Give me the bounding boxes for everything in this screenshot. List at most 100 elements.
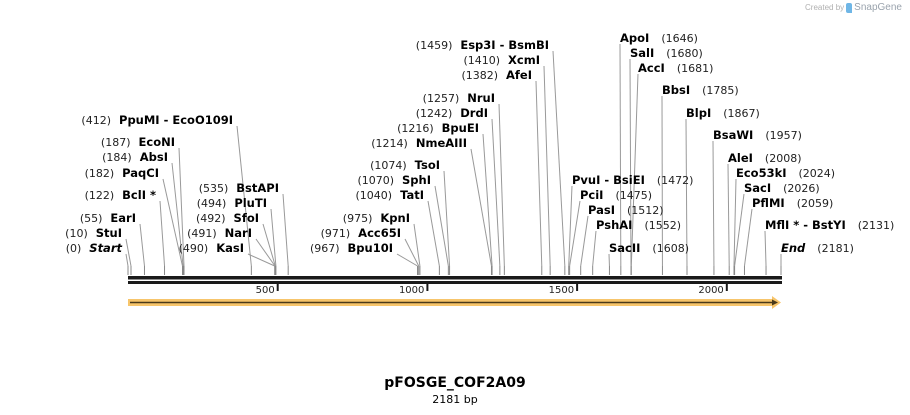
- site-sali[interactable]: SalI (1680): [630, 46, 703, 60]
- site-name: TsoI: [415, 158, 440, 172]
- site-position: (1070): [357, 174, 394, 187]
- site-name: AbsI: [140, 150, 168, 164]
- site-xcmi[interactable]: (1410) XcmI: [463, 53, 540, 67]
- site-bbsi[interactable]: BbsI (1785): [662, 83, 739, 97]
- site-name: BclI *: [122, 188, 156, 202]
- site-position: (1552): [644, 219, 681, 232]
- svg-text:(1074)TsoI: (1074) TsoI: [370, 158, 440, 172]
- site-position: (55): [80, 212, 103, 225]
- site-kpni[interactable]: (975) KpnI: [343, 211, 410, 225]
- site-pluti[interactable]: (494) PluTI: [197, 196, 267, 210]
- site-econi[interactable]: (187) EcoNI: [101, 135, 175, 149]
- svg-text:AccI(1681): AccI (1681): [638, 61, 713, 75]
- plasmid-name: pFOSGE_COF2A09: [384, 375, 526, 391]
- backbone: [128, 276, 782, 284]
- site-position: (1214): [371, 137, 408, 150]
- svg-text:(971)Acc65I: (971) Acc65I: [321, 226, 401, 240]
- site-absi[interactable]: (184) AbsI: [102, 150, 168, 164]
- svg-text:(1382)AfeI: (1382) AfeI: [461, 68, 532, 82]
- site-sphi[interactable]: (1070) SphI: [357, 173, 431, 187]
- site-name: TatI: [400, 188, 424, 202]
- site-name: SalI: [630, 46, 654, 60]
- site-stui[interactable]: (10) StuI: [65, 226, 122, 240]
- site-name: KasI: [216, 241, 244, 255]
- site-pshai[interactable]: PshAI (1552): [596, 218, 681, 232]
- site-pflmi[interactable]: PflMI (2059): [752, 196, 833, 210]
- site-name: PvuI - BsiEI: [572, 173, 645, 187]
- site-name: PflMI: [752, 196, 785, 210]
- site-saci[interactable]: SacI (2026): [744, 181, 820, 195]
- site-acc65i[interactable]: (971) Acc65I: [321, 226, 401, 240]
- site-position: (1475): [615, 189, 652, 202]
- site-position: (1785): [702, 84, 739, 97]
- site-tsoi[interactable]: (1074) TsoI: [370, 158, 440, 172]
- site-paqci[interactable]: (182) PaqCI: [85, 166, 159, 180]
- svg-text:SacI(2026): SacI (2026): [744, 181, 820, 195]
- site-afei[interactable]: (1382) AfeI: [461, 68, 532, 82]
- svg-text:(1242)DrdI: (1242) DrdI: [416, 106, 488, 120]
- svg-text:End(2181): End (2181): [781, 241, 854, 255]
- site-position: (10): [65, 227, 88, 240]
- site-name: SacII: [609, 241, 640, 255]
- site-bsawi[interactable]: BsaWI (1957): [713, 128, 802, 142]
- site-sacii[interactable]: SacII (1608): [609, 241, 689, 255]
- site-bstapi[interactable]: (535) BstAPI: [199, 181, 279, 195]
- site-bpuei[interactable]: (1216) BpuEI: [397, 121, 479, 135]
- svg-text:(187)EcoNI: (187) EcoNI: [101, 135, 175, 149]
- watermark-prefix: Created by: [805, 3, 845, 12]
- svg-text:PasI(1512): PasI (1512): [588, 203, 664, 217]
- site-pasi[interactable]: PasI (1512): [588, 203, 664, 217]
- site-esp3i-bsmbi[interactable]: (1459) Esp3I - BsmBI: [416, 38, 549, 52]
- svg-text:(1070)SphI: (1070) SphI: [357, 173, 431, 187]
- site-position: (1074): [370, 159, 407, 172]
- site-ppumi-ecoo109i[interactable]: (412) PpuMI - EcoO109I: [81, 113, 233, 127]
- site-alei[interactable]: AleI (2008): [728, 151, 802, 165]
- site-nari[interactable]: (491) NarI: [187, 226, 252, 240]
- svg-text:BsaWI(1957): BsaWI (1957): [713, 128, 802, 142]
- site-name: StuI: [96, 226, 122, 240]
- site-name: NarI: [225, 226, 252, 240]
- site-acci[interactable]: AccI (1681): [638, 61, 713, 75]
- site-bcli[interactable]: (122) BclI *: [85, 188, 156, 202]
- watermark-brand: SnapGene: [854, 2, 902, 13]
- site-eco53ki[interactable]: Eco53kI (2024): [736, 166, 835, 180]
- site-name: AccI: [638, 61, 665, 75]
- site-pcii[interactable]: PciI (1475): [580, 188, 652, 202]
- site-eari[interactable]: (55) EarI: [80, 211, 136, 225]
- svg-text:(10)StuI: (10) StuI: [65, 226, 122, 240]
- site-name: ApoI: [620, 31, 649, 45]
- svg-text:(182)PaqCI: (182) PaqCI: [85, 166, 159, 180]
- site-blpi[interactable]: BlpI (1867): [686, 106, 760, 120]
- site-name: BsaWI: [713, 128, 753, 142]
- site-pvui-bsiei[interactable]: PvuI - BsiEI (1472): [572, 173, 693, 187]
- site-kasi[interactable]: (490) KasI: [179, 241, 244, 255]
- site-tati[interactable]: (1040) TatI: [356, 188, 424, 202]
- site-position: (490): [179, 242, 209, 255]
- site-mfli-bstyi[interactable]: MflI * - BstYI (2131): [765, 218, 894, 232]
- svg-text:MflI * - BstYI(2131): MflI * - BstYI (2131): [765, 218, 894, 232]
- site-position: (1867): [723, 107, 760, 120]
- site-name: PluTI: [234, 196, 267, 210]
- site-start[interactable]: (0) Start: [66, 241, 123, 255]
- site-position: (1646): [661, 32, 698, 45]
- site-nrui[interactable]: (1257) NruI: [423, 91, 495, 105]
- site-nmeaiii[interactable]: (1214) NmeAIII: [371, 136, 467, 150]
- site-apoi[interactable]: ApoI (1646): [620, 31, 698, 45]
- site-sfoi[interactable]: (492) SfoI: [196, 211, 259, 225]
- site-position: (971): [321, 227, 351, 240]
- svg-text:(55)EarI: (55) EarI: [80, 211, 136, 225]
- feature-arrow[interactable]: [128, 296, 781, 309]
- ruler-tick-label: 1500: [549, 285, 574, 296]
- site-position: (182): [85, 167, 115, 180]
- site-position: (2024): [799, 167, 836, 180]
- site-end[interactable]: End (2181): [781, 241, 854, 255]
- site-bpu10i[interactable]: (967) Bpu10I: [310, 241, 393, 255]
- site-name: PasI: [588, 203, 615, 217]
- svg-text:Eco53kI(2024): Eco53kI (2024): [736, 166, 835, 180]
- site-name: BpuEI: [442, 121, 479, 135]
- site-drdi[interactable]: (1242) DrdI: [416, 106, 488, 120]
- svg-text:(975)KpnI: (975) KpnI: [343, 211, 410, 225]
- site-position: (1410): [463, 54, 500, 67]
- site-position: (1459): [416, 39, 453, 52]
- site-position: (2026): [783, 182, 820, 195]
